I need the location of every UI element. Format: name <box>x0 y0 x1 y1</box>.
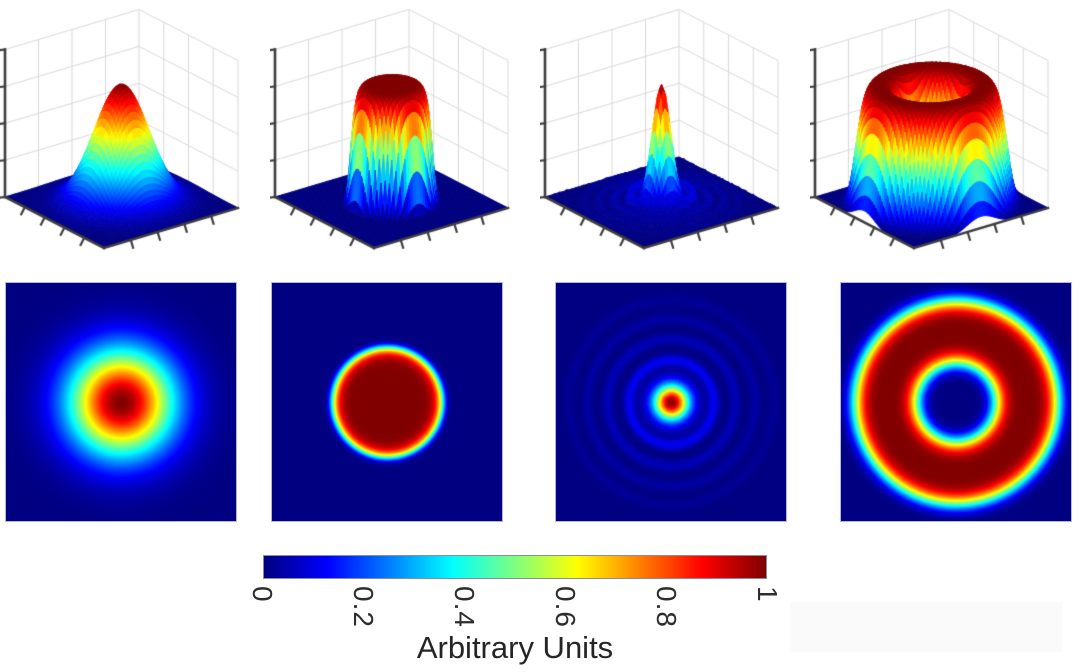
colorbar-axis-label: Arbitrary Units <box>416 630 614 665</box>
colorbar-tick-0: 0 <box>247 586 278 603</box>
heatmap-panel-flat-top-beam <box>271 282 503 522</box>
watermark-patch <box>790 602 1062 652</box>
colorbar-gradient <box>263 555 767 579</box>
surface-panel-gaussian-beam <box>0 0 270 278</box>
surface-plot-gaussian-beam <box>0 0 270 278</box>
colorbar-tick-0.8: 0.8 <box>651 586 682 628</box>
surface-plot-flat-top-beam <box>270 0 540 278</box>
colorbar-tick-0.4: 0.4 <box>449 586 480 628</box>
colorbar <box>263 555 767 579</box>
heatmap-bessel-beam <box>555 282 787 522</box>
heatmap-gaussian-beam <box>5 282 237 522</box>
surface-plot-donut-beam <box>810 0 1080 278</box>
surface-plot-bessel-beam <box>540 0 810 278</box>
heatmap-donut-beam <box>840 282 1072 522</box>
heatmap-panel-bessel-beam <box>555 282 787 522</box>
colorbar-tick-0.6: 0.6 <box>550 586 581 628</box>
heatmap-flat-top-beam <box>271 282 503 522</box>
heatmap-panel-donut-beam <box>840 282 1072 522</box>
surface-panel-flat-top-beam <box>270 0 540 278</box>
surface-panel-bessel-beam <box>540 0 810 278</box>
surface-panel-donut-beam <box>810 0 1080 278</box>
heatmap-panel-gaussian-beam <box>5 282 237 522</box>
colorbar-tick-1: 1 <box>752 586 783 603</box>
colorbar-tick-0.2: 0.2 <box>348 586 379 628</box>
